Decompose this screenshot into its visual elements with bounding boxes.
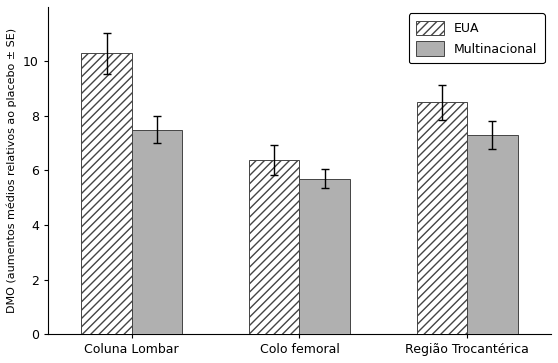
Y-axis label: DMO (aumentos médios relativos ao placebo ± SE): DMO (aumentos médios relativos ao placeb… (7, 28, 17, 313)
Bar (467, 135, 517, 334)
Bar (417, 102, 467, 334)
Bar (132, 130, 182, 334)
Bar (300, 179, 350, 334)
Bar (81, 53, 132, 334)
Bar (249, 160, 300, 334)
Legend: EUA, Multinacional: EUA, Multinacional (409, 13, 545, 63)
